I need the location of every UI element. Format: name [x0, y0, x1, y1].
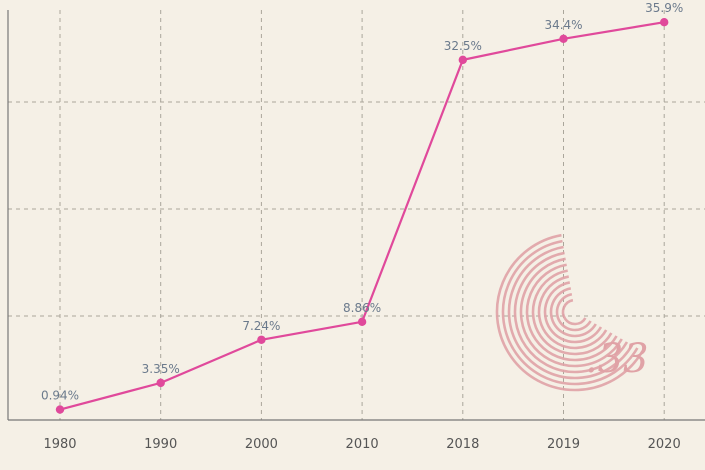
logo-watermark: .33 — [495, 233, 649, 392]
logo-text: .33 — [585, 336, 649, 382]
series-layer — [55, 17, 669, 414]
logo-arc — [531, 269, 613, 356]
data-label-2019: 34.4% — [544, 18, 582, 32]
data-label-2010: 8.86% — [343, 301, 381, 315]
logo-arc — [507, 245, 634, 380]
data-point-1990[interactable] — [156, 378, 165, 388]
logo-arc — [495, 233, 644, 392]
logo-arc — [501, 239, 639, 386]
logo-arc — [555, 292, 592, 332]
x-tick-label-2000: 2000 — [245, 437, 278, 452]
data-point-2018[interactable] — [458, 55, 467, 65]
logo-arc — [543, 281, 603, 344]
data-label-2018: 32.5% — [444, 39, 482, 53]
logo-arc — [519, 257, 623, 368]
data-point-2000[interactable] — [257, 335, 266, 344]
x-tick-label-2020: 2020 — [648, 437, 681, 452]
logo-arc — [537, 275, 608, 350]
axis-layer — [7, 10, 705, 421]
logo-arc — [549, 287, 597, 338]
data-point-2019[interactable] — [559, 34, 568, 44]
x-tick-label-1980: 1980 — [43, 437, 76, 452]
series-line — [59, 21, 665, 411]
logo-arc — [561, 298, 587, 326]
data-point-2020[interactable] — [660, 17, 669, 27]
x-tick-label-2018: 2018 — [446, 437, 479, 452]
data-label-2000: 7.24% — [242, 319, 280, 333]
data-label-1990: 3.35% — [142, 362, 180, 376]
label-layer: 0.94% 3.35% 7.24% 8.86% 32.5% 34.4% 35.9% 1980 1… — [41, 1, 683, 452]
data-point-1980[interactable] — [55, 405, 65, 414]
x-tick-label-2010: 2010 — [346, 437, 379, 452]
x-tick-label-2019: 2019 — [547, 437, 580, 452]
data-label-2020: 35.9% — [645, 1, 683, 15]
data-point-2010[interactable] — [357, 317, 367, 327]
logo-arc — [525, 263, 618, 362]
logo-arc — [513, 251, 629, 374]
x-tick-label-1990: 1990 — [144, 437, 177, 452]
data-label-1980: 0.94% — [41, 389, 79, 403]
